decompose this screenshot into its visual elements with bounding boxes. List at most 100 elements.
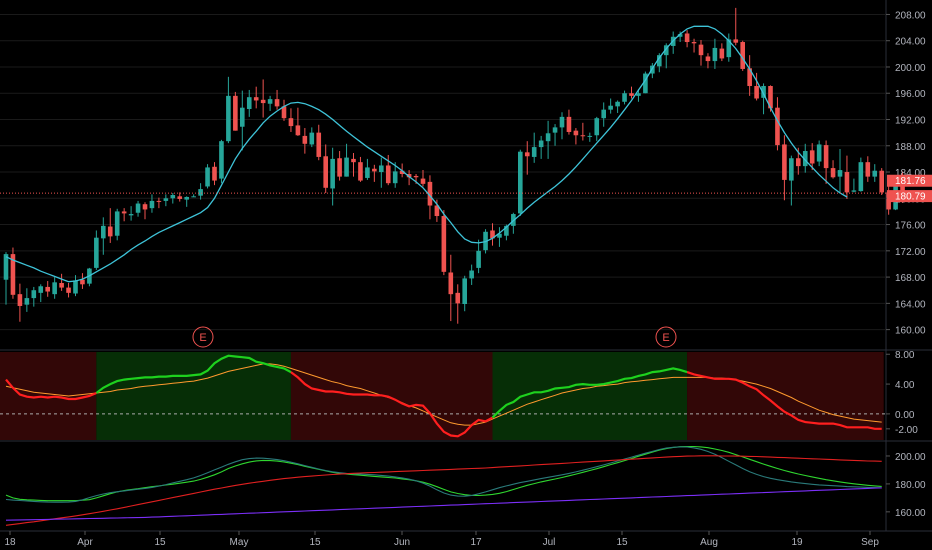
candle-down[interactable] — [17, 283, 23, 322]
candle-up[interactable] — [198, 183, 203, 200]
candle-up[interactable] — [531, 132, 537, 163]
candle-down[interactable] — [705, 53, 711, 69]
candle-down[interactable] — [427, 175, 433, 220]
candle-down[interactable] — [566, 109, 572, 135]
candle-down[interactable] — [323, 144, 328, 194]
candle-up[interactable] — [608, 98, 613, 114]
candle-down[interactable] — [212, 162, 217, 186]
time-axis[interactable]: 18 Apr 15 May 15 Jun 17 Jul 15 Aug 19 Sep — [4, 531, 879, 548]
candle-down[interactable] — [719, 43, 725, 62]
candle-up[interactable] — [365, 158, 370, 180]
candle-up[interactable] — [101, 217, 106, 255]
candle-up[interactable] — [552, 124, 558, 146]
candle-down[interactable] — [733, 7, 739, 46]
candle-up[interactable] — [663, 43, 669, 69]
candle-up[interactable] — [518, 149, 523, 217]
candle-up[interactable] — [170, 193, 176, 204]
candle-up[interactable] — [94, 230, 99, 270]
candle-up[interactable] — [191, 194, 196, 198]
candle-down[interactable] — [295, 107, 301, 136]
candle-up[interactable] — [219, 139, 224, 184]
candle-down[interactable] — [372, 164, 377, 182]
candle-down[interactable] — [351, 152, 356, 177]
candle-down[interactable] — [698, 40, 704, 66]
price-line-badge[interactable]: 180.79 — [887, 190, 932, 203]
candle-up[interactable] — [816, 140, 822, 167]
candle-up[interactable] — [851, 178, 857, 193]
candle-down[interactable] — [142, 202, 148, 220]
candle-down[interactable] — [420, 170, 426, 187]
candle-down[interactable] — [747, 55, 752, 96]
candle-up[interactable] — [643, 71, 648, 94]
candle-up[interactable] — [802, 143, 808, 173]
candle-down[interactable] — [809, 143, 815, 171]
earnings-marker-circle[interactable] — [192, 326, 214, 348]
candle-up[interactable] — [476, 239, 481, 274]
candle-up[interactable] — [538, 135, 544, 159]
price-axes[interactable]: 208.00 204.00 200.00 196.00 192.00 188.00 184.… — [886, 10, 932, 519]
candle-down[interactable] — [80, 273, 85, 289]
candle-up[interactable] — [31, 286, 37, 307]
candle-down[interactable] — [448, 254, 454, 322]
candle-down[interactable] — [59, 273, 64, 291]
candle-down[interactable] — [754, 72, 759, 101]
candle-down[interactable] — [260, 79, 266, 118]
candle-up[interactable] — [858, 157, 864, 192]
candle-down[interactable] — [684, 30, 690, 48]
candle-up[interactable] — [330, 147, 335, 206]
candle-up[interactable] — [24, 288, 30, 312]
candle-up[interactable] — [184, 196, 189, 207]
candle-up[interactable] — [3, 252, 9, 305]
candle-down[interactable] — [66, 282, 71, 298]
candle-up[interactable] — [789, 155, 794, 206]
candle-down[interactable] — [177, 192, 183, 202]
candle-up[interactable] — [163, 194, 169, 207]
candle-up[interactable] — [226, 76, 231, 144]
candle-up[interactable] — [114, 208, 120, 241]
candle-up[interactable] — [149, 194, 155, 213]
candle-down[interactable] — [830, 160, 836, 179]
candle-up[interactable] — [615, 100, 620, 113]
candle-up[interactable] — [636, 89, 641, 102]
candle-down[interactable] — [629, 86, 634, 99]
candle-up[interactable] — [837, 149, 843, 194]
candle-down[interactable] — [490, 223, 495, 246]
candle-down[interactable] — [524, 141, 530, 175]
candle-down[interactable] — [782, 135, 787, 201]
candle-up[interactable] — [135, 200, 141, 217]
candle-down[interactable] — [740, 40, 745, 71]
candle-up[interactable] — [73, 275, 78, 297]
candle-down[interactable] — [573, 128, 579, 145]
candle-down[interactable] — [288, 108, 294, 132]
candle-down[interactable] — [358, 156, 363, 182]
candle-up[interactable] — [344, 143, 349, 177]
candle-down[interactable] — [302, 128, 308, 154]
candle-up[interactable] — [462, 275, 467, 312]
candle-down[interactable] — [775, 97, 780, 151]
candle-down[interactable] — [45, 281, 50, 297]
candle-down[interactable] — [580, 122, 586, 141]
event-markers[interactable]: E E — [192, 326, 677, 348]
candle-down[interactable] — [337, 151, 342, 181]
candle-up[interactable] — [469, 264, 474, 285]
earnings-marker-circle[interactable] — [655, 326, 677, 348]
earnings-marker-label[interactable]: E — [199, 332, 206, 344]
candle-down[interactable] — [823, 140, 829, 184]
candle-up[interactable] — [52, 277, 57, 299]
earnings-marker-label[interactable]: E — [662, 332, 669, 344]
candle-up[interactable] — [712, 38, 718, 69]
candle-up[interactable] — [587, 132, 593, 142]
candle-down[interactable] — [253, 86, 259, 109]
candle-down[interactable] — [385, 154, 391, 186]
candle-down[interactable] — [316, 124, 322, 161]
candlestick-series[interactable] — [3, 7, 905, 324]
candle-down[interactable] — [441, 210, 447, 276]
candle-down[interactable] — [233, 91, 238, 131]
candle-up[interactable] — [392, 162, 398, 188]
candle-down[interactable] — [274, 89, 280, 110]
candle-down[interactable] — [10, 247, 16, 299]
candle-up[interactable] — [497, 227, 502, 247]
candle-up[interactable] — [545, 120, 551, 159]
candle-down[interactable] — [281, 99, 287, 121]
